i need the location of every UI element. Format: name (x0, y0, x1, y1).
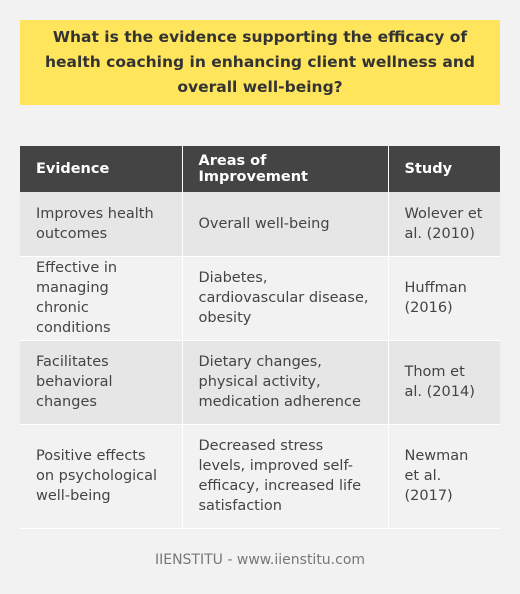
study-cell: Huffman (2016) (388, 256, 500, 341)
table-row: Positive effects on psychological well-b… (20, 424, 500, 529)
evidence-cell: Positive effects on psychological well-b… (20, 424, 183, 529)
table-row: Effective in managing chronic conditions… (20, 256, 500, 341)
header-areas-of-improvement: Areas of Improvement (182, 146, 389, 192)
evidence-table: Evidence Areas of Improvement Study Impr… (20, 146, 500, 529)
header-study: Study (388, 146, 500, 192)
evidence-cell: Improves health outcomes (20, 192, 183, 257)
areas-cell: Decreased stress levels, improved self-e… (182, 424, 389, 529)
evidence-cell: Effective in managing chronic conditions (20, 256, 183, 341)
question-box: What is the evidence supporting the effi… (20, 20, 500, 105)
table-header-row: Evidence Areas of Improvement Study (20, 146, 500, 192)
areas-cell: Dietary changes, physical activity, medi… (182, 340, 389, 425)
footer-credit: IIENSTITU - www.iienstitu.com (154, 552, 366, 568)
evidence-cell: Facilitates behavioral changes (20, 340, 183, 425)
areas-cell: Diabetes, cardiovascular disease, obesit… (182, 256, 389, 341)
areas-cell: Overall well-being (182, 192, 389, 257)
study-cell: Wolever et al. (2010) (388, 192, 500, 257)
study-cell: Thom et al. (2014) (388, 340, 500, 425)
study-cell: Newman et al. (2017) (388, 424, 500, 529)
question-title: What is the evidence supporting the effi… (45, 28, 475, 96)
table-row: Improves health outcomes Overall well-be… (20, 192, 500, 257)
table-row: Facilitates behavioral changes Dietary c… (20, 340, 500, 425)
header-evidence: Evidence (20, 146, 183, 192)
